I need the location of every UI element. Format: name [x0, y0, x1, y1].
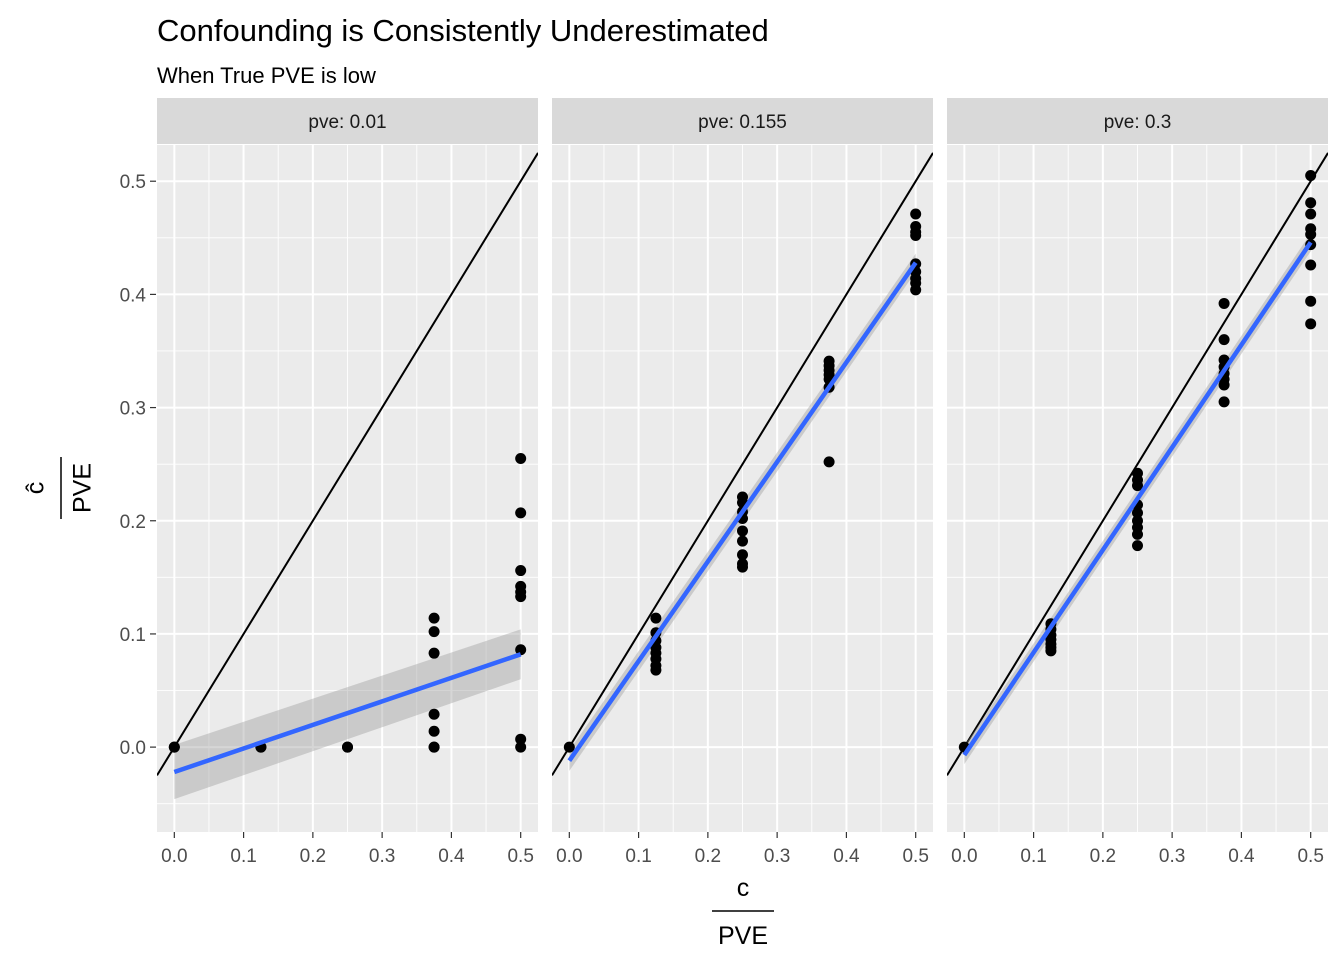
regression-fit-line	[567, 261, 918, 762]
chart-subtitle: When True PVE is low	[157, 63, 376, 88]
y-tick-label: 0.1	[120, 625, 146, 646]
x-tick-label: 0.2	[300, 846, 326, 867]
data-point	[1305, 259, 1317, 271]
x-tick-label: 0.4	[1228, 846, 1255, 867]
data-point	[428, 725, 440, 737]
chart-title: Confounding is Consistently Underestimat…	[157, 13, 769, 48]
data-point	[737, 561, 748, 573]
data-point	[1218, 297, 1230, 309]
data-point	[515, 644, 527, 656]
reference-line-y-equals-x	[157, 152, 538, 776]
data-point	[563, 741, 575, 753]
facet-panel: pve: 0.3 0.0 0.1 0.2 0.3 0.4 0.5	[947, 98, 1328, 867]
data-point	[1305, 208, 1317, 220]
facet-strip-label: pve: 0.01	[308, 112, 386, 133]
x-tick-label: 0.3	[764, 846, 790, 867]
data-point	[428, 647, 440, 659]
facet-panel: pve: 0.01 0.0 0.1 0.2 0.3 0.4 0.5	[157, 98, 538, 867]
facet-panel: pve: 0.155 0.0 0.1 0.2 0.3 0.4 0.5	[552, 98, 933, 867]
facet-strip-label: pve: 0.3	[1104, 112, 1172, 133]
y-tick-label: 0.3	[120, 399, 146, 420]
x-tick-label: 0.5	[1297, 846, 1323, 867]
data-point	[342, 741, 353, 753]
data-point	[737, 549, 748, 561]
x-axis-title: c PVE	[712, 874, 774, 950]
data-point	[515, 565, 527, 577]
x-tick-label: 0.2	[695, 846, 721, 867]
data-point	[910, 230, 922, 242]
y-tick-label: 0.2	[120, 512, 146, 533]
x-axis-title-denominator: PVE	[718, 922, 768, 950]
x-tick-label: 0.0	[161, 846, 187, 867]
data-point	[1132, 507, 1143, 519]
data-point	[515, 733, 527, 745]
facet-panels: 0.0 0.1 0.2 0.3 0.4 0.5 pve: 0.01 0.0 0.1 0.2 0.3 0…	[120, 98, 1328, 867]
data-point	[1305, 228, 1317, 240]
data-point	[515, 453, 527, 465]
x-tick-label: 0.2	[1090, 846, 1116, 867]
data-point	[1305, 170, 1317, 182]
data-point	[428, 612, 440, 624]
x-tick-label: 0.4	[438, 846, 465, 867]
reference-line-y-equals-x	[552, 152, 933, 776]
data-point	[1305, 295, 1317, 307]
x-tick-label: 0.5	[507, 846, 533, 867]
facet-strip	[947, 98, 1328, 144]
x-tick-label: 0.1	[625, 846, 651, 867]
data-point	[168, 741, 180, 753]
data-point	[428, 626, 440, 638]
data-point	[650, 664, 662, 676]
data-point	[737, 535, 748, 547]
data-point	[1218, 334, 1230, 346]
x-axis-title-numerator: c	[737, 874, 750, 902]
data-point	[515, 591, 527, 603]
y-axis-title: ĉ PVE	[22, 457, 97, 519]
data-point	[1132, 540, 1143, 552]
x-tick-label: 0.1	[1020, 846, 1046, 867]
x-tick-label: 0.5	[902, 846, 928, 867]
data-point	[1132, 480, 1143, 492]
x-tick-label: 0.0	[951, 846, 977, 867]
data-point	[428, 741, 440, 753]
facet-strip	[552, 98, 933, 144]
x-tick-label: 0.3	[369, 846, 395, 867]
data-point	[1218, 396, 1230, 408]
data-point	[1305, 318, 1317, 330]
y-tick-label: 0.0	[120, 738, 146, 759]
x-tick-label: 0.1	[230, 846, 256, 867]
y-axis-title-denominator: PVE	[69, 463, 97, 513]
facet-strip-label: pve: 0.155	[698, 112, 787, 133]
y-axis-title-numerator: ĉ	[22, 482, 50, 495]
x-tick-label: 0.0	[556, 846, 582, 867]
data-point	[428, 708, 440, 720]
y-tick-label: 0.5	[120, 172, 146, 193]
data-point	[515, 507, 527, 519]
data-point	[823, 456, 835, 468]
data-point	[515, 741, 527, 753]
data-point	[1045, 645, 1057, 657]
regression-fit-line	[173, 652, 522, 775]
data-point	[910, 284, 922, 296]
data-point	[650, 612, 662, 624]
data-point	[1132, 528, 1143, 540]
data-point	[910, 208, 922, 220]
y-tick-label: 0.4	[120, 285, 147, 306]
x-tick-label: 0.3	[1159, 846, 1185, 867]
x-tick-label: 0.4	[833, 846, 860, 867]
data-point	[1305, 197, 1317, 209]
regression-fit-line	[962, 241, 1313, 757]
data-point	[737, 525, 748, 537]
data-point	[1218, 379, 1230, 391]
reference-line-y-equals-x	[947, 152, 1328, 776]
facet-strip	[157, 98, 538, 144]
